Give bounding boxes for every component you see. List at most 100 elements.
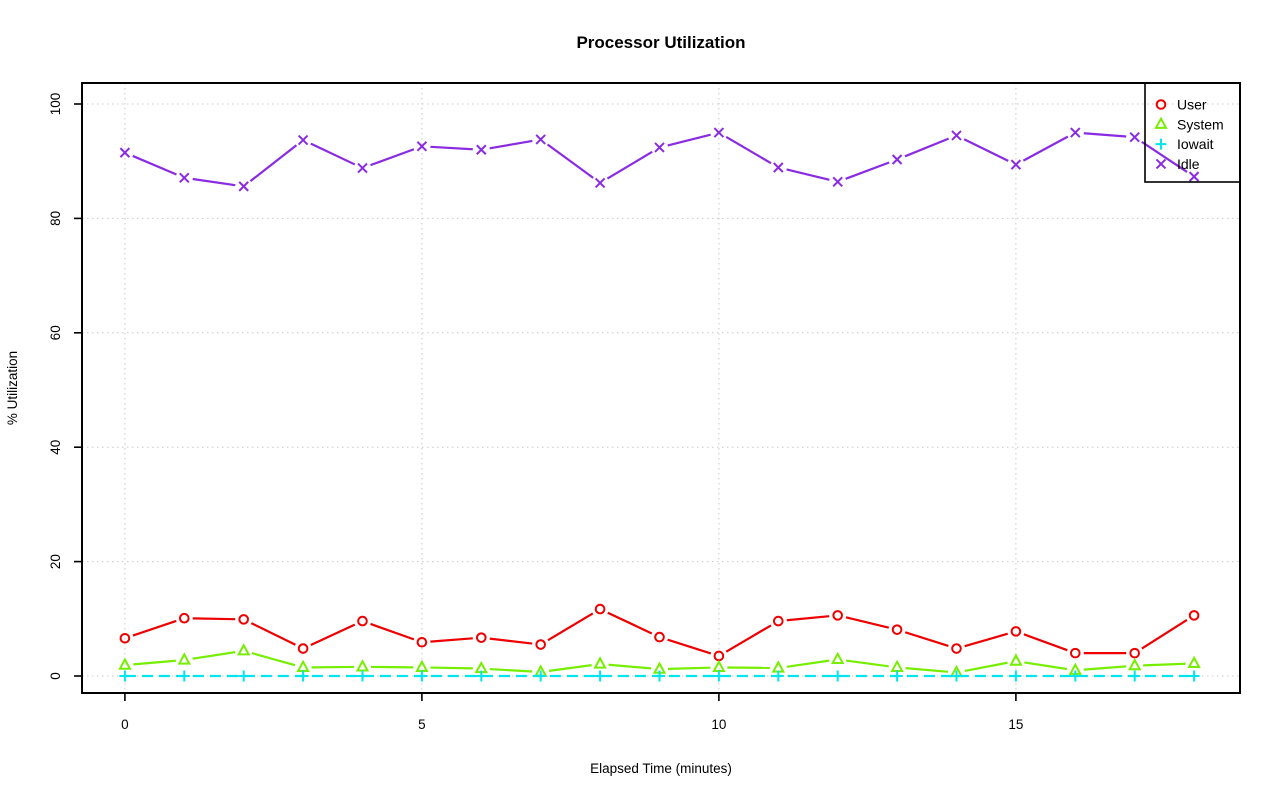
data-point-x xyxy=(1070,127,1081,138)
series-segment xyxy=(430,637,473,643)
series-segment xyxy=(1023,633,1068,652)
data-point-circle xyxy=(416,636,428,648)
series-segment xyxy=(667,638,712,655)
svg-text:0: 0 xyxy=(121,717,129,732)
data-point-circle xyxy=(1070,647,1081,659)
data-point-x xyxy=(476,144,487,155)
series-segment xyxy=(430,145,473,151)
data-point-triangle xyxy=(1128,658,1142,671)
series-segment xyxy=(845,659,889,668)
data-point-x xyxy=(535,134,546,145)
series-segment xyxy=(249,144,298,183)
series-segment xyxy=(192,177,236,187)
series-segment xyxy=(667,133,711,147)
y-tick-label: 100 xyxy=(48,93,63,116)
data-point-plus xyxy=(1129,670,1141,682)
data-point-circle xyxy=(535,639,547,650)
data-point-circle xyxy=(179,612,190,624)
series-segment xyxy=(192,651,236,660)
data-point-circle xyxy=(654,631,665,643)
data-point-x xyxy=(773,162,784,173)
data-point-x xyxy=(238,181,249,192)
data-point-plus xyxy=(357,670,368,682)
series-segment xyxy=(845,161,890,180)
data-point-circle xyxy=(1188,610,1200,621)
series-segment xyxy=(133,659,176,666)
series-segment xyxy=(1083,132,1127,138)
data-point-x xyxy=(1155,158,1167,170)
series-segment xyxy=(667,666,711,670)
data-point-circle xyxy=(773,615,784,627)
data-point-plus xyxy=(951,670,962,682)
series-system xyxy=(118,643,1201,678)
series-segment xyxy=(845,616,890,629)
series-segment xyxy=(963,138,1009,162)
data-point-plus xyxy=(832,670,844,682)
data-point-plus xyxy=(1069,670,1081,682)
data-point-x xyxy=(179,172,190,183)
data-point-plus xyxy=(535,670,547,682)
data-point-triangle xyxy=(890,659,904,673)
series-segment xyxy=(1024,661,1068,671)
series-segment xyxy=(904,631,949,648)
data-point-x xyxy=(713,127,725,138)
legend-border xyxy=(1144,82,1241,183)
data-point-triangle xyxy=(415,659,429,673)
data-point-plus xyxy=(1010,670,1022,682)
data-point-circle xyxy=(1129,647,1140,659)
data-point-plus xyxy=(416,670,428,682)
series-segment xyxy=(1143,662,1186,667)
y-tick-label: 20 xyxy=(48,554,63,569)
axes: 0 5 10 15 0 20 40 60 80 100 xyxy=(48,93,1023,732)
series-segment xyxy=(370,622,415,641)
data-point-triangle xyxy=(712,659,726,673)
y-tick-label: 80 xyxy=(48,211,63,226)
data-point-plus xyxy=(594,670,606,682)
data-point-x xyxy=(119,147,131,158)
data-point-circle xyxy=(832,610,844,621)
data-point-plus xyxy=(772,670,784,682)
data-point-triangle xyxy=(237,643,251,656)
gridlines xyxy=(82,83,1240,693)
data-point-triangle xyxy=(1154,116,1168,129)
svg-text:5: 5 xyxy=(418,717,426,732)
data-point-plus xyxy=(475,670,487,682)
series-segment xyxy=(546,143,594,179)
series-segment xyxy=(1141,618,1188,650)
y-tick-label: 40 xyxy=(48,440,63,455)
legend-label-idle: Idle xyxy=(1177,156,1200,172)
data-point-x xyxy=(654,142,665,153)
y-axis-label: % Utilization xyxy=(5,351,20,425)
series-segment xyxy=(489,667,533,673)
series-segment xyxy=(786,659,830,668)
series-segment xyxy=(725,624,772,653)
data-point-x xyxy=(1188,171,1200,182)
data-point-x xyxy=(1129,131,1140,143)
series-segment xyxy=(132,619,177,637)
data-point-circle xyxy=(951,643,962,654)
series-segment xyxy=(905,667,949,673)
data-point-circle xyxy=(594,603,606,615)
series-segment xyxy=(370,148,415,167)
data-point-triangle xyxy=(593,656,607,669)
data-point-triangle xyxy=(177,652,191,665)
series-user xyxy=(119,603,1200,662)
data-point-plus xyxy=(238,670,250,682)
series-segment xyxy=(725,135,772,165)
series-idle xyxy=(119,127,1200,192)
data-point-circle xyxy=(119,632,131,644)
series-segment xyxy=(192,617,236,621)
data-point-triangle xyxy=(1187,655,1201,669)
series-segment xyxy=(489,139,533,150)
data-point-plus xyxy=(713,670,725,682)
data-point-triangle xyxy=(355,659,370,672)
data-point-x xyxy=(1010,159,1022,170)
data-point-triangle xyxy=(296,659,310,673)
series-segment xyxy=(1083,665,1127,671)
series-segment xyxy=(489,637,533,645)
data-point-triangle xyxy=(118,657,132,670)
legend-label-iowait: Iowait xyxy=(1177,136,1214,152)
data-point-plus xyxy=(891,670,903,682)
x-axis-label: Elapsed Time (minutes) xyxy=(590,761,732,776)
